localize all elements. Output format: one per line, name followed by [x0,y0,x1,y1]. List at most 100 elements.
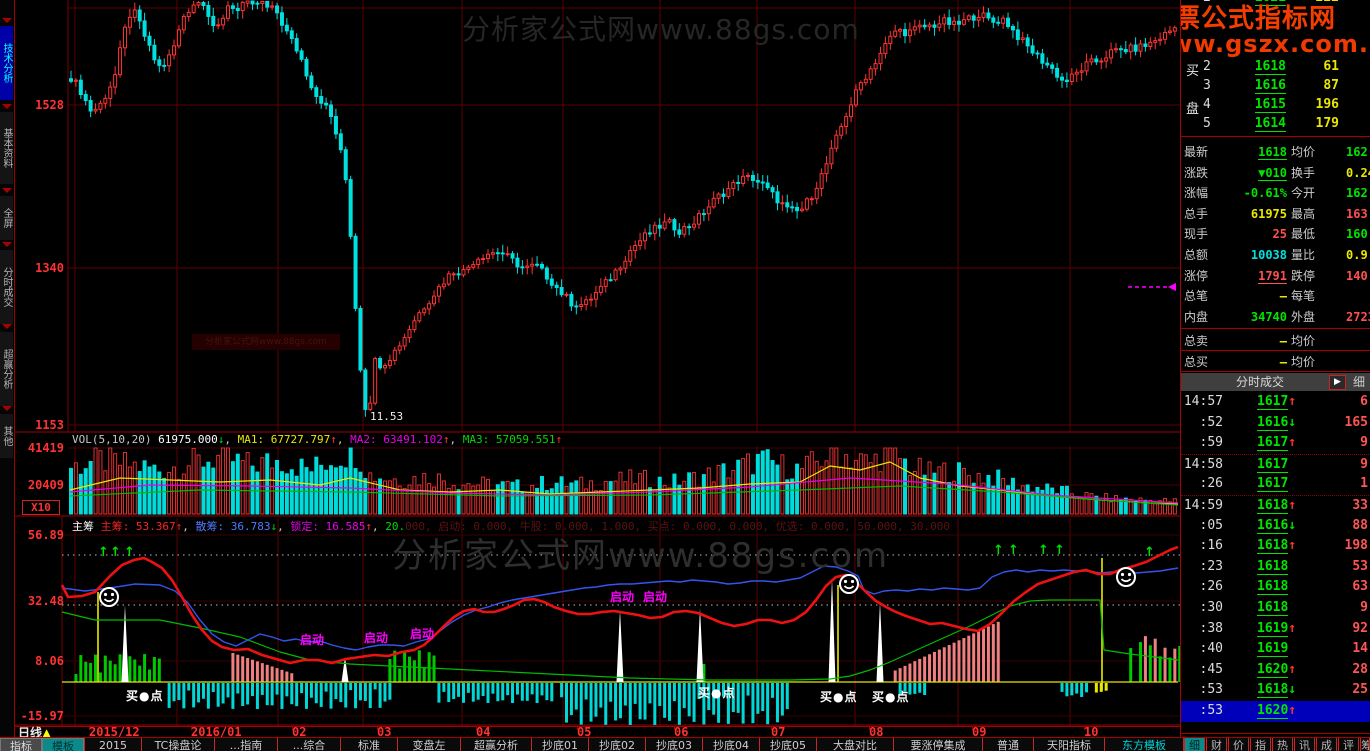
up-arrow-icon: ↑ [1288,703,1297,718]
template-item[interactable]: 2015 [84,738,141,751]
tick-time: :52 [1199,414,1223,430]
info-tab-筹[interactable]: 筹 [1360,738,1370,751]
template-item[interactable]: 要涨停集成 [893,738,982,751]
template-item[interactable]: 大盘对比 [816,738,893,751]
tick-row[interactable]: :26 1618 63 [1181,577,1370,598]
tick-row[interactable]: :16 1618↑ 198 [1181,536,1370,557]
buy-order-row[interactable]: 2 1618 61 [1181,57,1370,76]
date-axis: 日线▲ 2015/12 2016/01 02 03 04 05 06 07 08 09 10 [14,724,1180,741]
smiley-face-marker [1115,566,1137,592]
template-item[interactable]: 抄底05 [759,738,816,751]
header-segment: 主筹: 53.367↑ [100,520,183,533]
month-tick [89,727,90,730]
quote-value-clipped: 163 [1346,206,1368,221]
quote-value-clipped: 162 [1346,186,1368,201]
quote-row: 总额 10038 量比 0.9 [1181,246,1370,264]
tick-row[interactable]: :53 1618↓ 25 [1181,680,1370,701]
toolbar-button-指标[interactable]: 指标 [0,738,42,751]
tick-row[interactable]: :45 1620↑ 28 [1181,660,1370,681]
axis-tick-label: 20409 [27,478,64,492]
tick-row[interactable]: 14:57 1617↑ 6 [1181,392,1370,413]
buy-order-row[interactable]: 4 1615 196 [1181,95,1370,114]
month-label: 05 [577,725,592,739]
template-item[interactable]: 抄底03 [645,738,702,751]
sidebar-tab-1[interactable]: 技术分析 [0,26,13,100]
tick-row[interactable]: :23 1618 53 [1181,557,1370,578]
buy-signal-arrow-icon: ↑ [110,545,121,560]
quote-row: 涨停 1791 跌停 140 [1181,267,1370,285]
tick-row[interactable]: :26 1617 1 [1181,474,1370,495]
technical-analysis-chart[interactable] [0,0,1180,726]
tick-price: 1618↑ [1257,538,1297,555]
tick-volume: 1 [1360,476,1368,492]
template-item[interactable]: 抄底01 [531,738,588,751]
template-item[interactable]: 变盘左 [397,738,460,751]
tab-notch-icon [2,242,12,247]
template-item[interactable]: TC操盘论 [141,738,214,751]
candlestick-series [69,0,1177,417]
quote-row: 总手 61975 最高 163 [1181,205,1370,223]
tick-volume: 9 [1360,435,1368,451]
sidebar-tab-5[interactable]: 超赢分析 [0,332,13,406]
month-label: 08 [869,725,884,739]
quote-label: 换手 [1291,165,1316,180]
tab-notch-icon [2,18,12,23]
toolbar-button-模板[interactable]: 模板 [42,738,84,751]
tick-price: 1618 [1257,579,1289,596]
tick-row[interactable]: :38 1619↑ 92 [1181,619,1370,640]
order-book-side-label: 盘 [1186,102,1200,117]
buy-order-row[interactable]: 3 1616 87 [1181,76,1370,95]
tick-row[interactable]: :53 1620↑ [1181,701,1370,722]
tick-row[interactable]: 14:58 1617 9 [1181,453,1370,476]
tick-price: 1618↓ [1257,682,1297,699]
quote-label: 每笔 [1291,289,1316,304]
up-arrow-icon: ↑ [1288,538,1297,554]
info-tab-财[interactable]: 财 [1206,738,1227,751]
tick-volume: 165 [1344,414,1368,430]
info-tab-指[interactable]: 指 [1250,738,1271,751]
info-tab-细[interactable]: 细 [1184,738,1205,751]
period-selector[interactable]: 日线▲ [18,724,51,741]
sidebar-tab-3[interactable]: 全屏 [0,196,13,240]
info-tab-热[interactable]: 热 [1272,738,1293,751]
sell-order-row[interactable]: 2 1621 222 [1181,0,1370,7]
sidebar-tab-4[interactable]: 分时成交 [0,250,13,324]
template-item[interactable]: ...指南 [214,738,277,751]
tick-row[interactable]: :30 1618 9 [1181,598,1370,619]
axis-tick-label: 1528 [35,98,64,112]
template-item[interactable]: ...综合 [277,738,340,751]
quote-row: 最新 1618 均价 162 [1181,143,1370,161]
tick-price: 1616↓ [1257,414,1297,431]
expand-arrow-button[interactable]: ▶ [1329,375,1346,390]
tick-row[interactable]: 14:59 1618↑ 33 [1181,495,1370,517]
header-segment: 散筹: 36.783 [195,520,271,533]
info-tab-成[interactable]: 成 [1316,738,1337,751]
quote-label: 涨幅 [1184,186,1209,201]
info-tab-评[interactable]: 评 [1338,738,1359,751]
template-item[interactable]: 标准 [340,738,397,751]
tick-volume: 14 [1352,641,1368,657]
tick-row[interactable]: :59 1617↑ 9 [1181,433,1370,454]
divider [1181,371,1370,372]
tick-time: :53 [1199,682,1223,698]
tick-row[interactable]: :05 1616↓ 88 [1181,516,1370,537]
sidebar-tab-6[interactable]: 其他 [0,414,13,458]
info-tab-讯[interactable]: 讯 [1294,738,1315,751]
tick-row[interactable]: :52 1616↓ 165 [1181,413,1370,434]
template-item[interactable]: 东方模板 [1104,738,1183,751]
month-tick [377,727,378,730]
template-item[interactable]: 天阳指标 [1033,738,1104,751]
sidebar-tab-2[interactable]: 基本资料 [0,112,13,184]
tick-row[interactable]: :40 1619 14 [1181,639,1370,660]
up-arrow-icon: ↑ [1288,498,1297,513]
tick-volume: 9 [1360,456,1368,472]
template-item[interactable]: 抄底02 [588,738,645,751]
order-price: 1615 [1254,97,1286,113]
template-item[interactable]: 超赢分析 [460,738,531,751]
header-segment: ↑ [555,433,563,446]
template-item[interactable]: 抄底04 [702,738,759,751]
buy-order-row[interactable]: 5 1614 179 [1181,114,1370,133]
template-item[interactable]: 普通 [982,738,1033,751]
header-segment: , [449,433,463,446]
info-tab-价[interactable]: 价 [1228,738,1249,751]
